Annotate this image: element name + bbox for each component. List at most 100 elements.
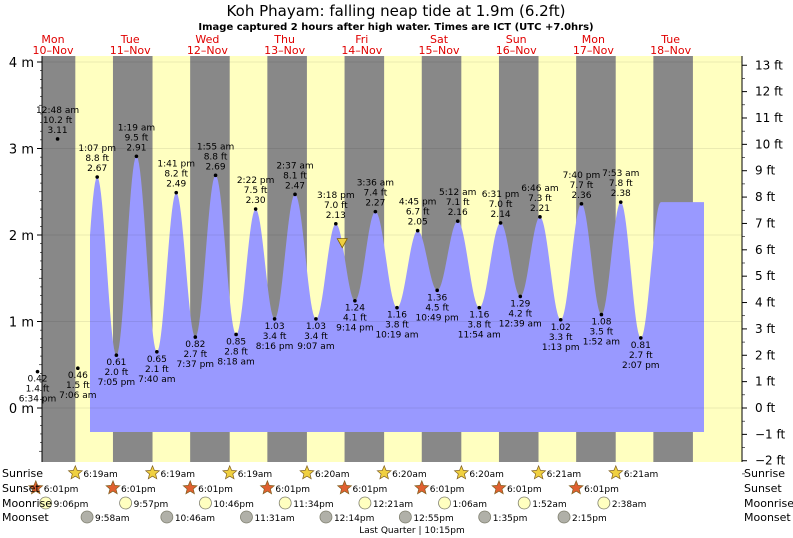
tide-point (579, 202, 584, 206)
tide-label: 2.38 (611, 189, 631, 199)
tide-point (477, 305, 482, 310)
tide-point (455, 219, 460, 223)
tide-label: 4.1 ft (343, 314, 367, 324)
tick-label-m: 1 m (9, 316, 34, 331)
sunrise-time: 6:21am (547, 470, 582, 480)
day-name: Tue (120, 33, 140, 46)
tide-label: 5:12 am (439, 188, 476, 198)
tide-label: 1.03 (306, 322, 326, 332)
chart-subtitle: Image captured 2 hours after high water.… (198, 22, 593, 33)
tide-label: 1.02 (551, 323, 571, 333)
moonset-icon (398, 510, 412, 524)
moonset-time: 12:14pm (334, 514, 374, 524)
day-name: Sun (506, 33, 527, 46)
tide-label: 6:31 pm (482, 190, 520, 200)
sunrise-time: 6:20am (315, 470, 350, 480)
tide-point (395, 305, 399, 310)
tide-label: 3.3 ft (549, 333, 573, 343)
tide-label: 10.2 ft (43, 116, 73, 126)
tide-label: 1:13 pm (542, 343, 580, 353)
tide-label: 7:40 pm (563, 171, 601, 181)
tide-point (114, 353, 119, 358)
day-date: 18–Nov (650, 44, 691, 57)
row-label-moonrise-left: Moonrise (2, 497, 52, 510)
tide-label: 0.85 (226, 337, 246, 347)
moonrise-time: 1:52am (532, 500, 567, 510)
sunset-icon (259, 479, 276, 495)
tide-label: 1:41 pm (157, 160, 195, 170)
moonrise-time: 9:57pm (134, 500, 169, 510)
tide-label: 9:07 am (297, 342, 334, 352)
tide-label: 2.16 (448, 208, 468, 218)
tick-label-ft: 13 ft (755, 58, 783, 72)
moonrise-icon (199, 496, 212, 510)
sunset-icon (28, 479, 44, 495)
day-date: 17–Nov (573, 44, 614, 57)
tide-label: 12:48 am (36, 106, 79, 116)
tick-label-ft: 2 ft (755, 348, 775, 362)
tide-label: 3.8 ft (385, 321, 409, 331)
tide-label: 2.21 (530, 204, 550, 214)
moonrise-icon (438, 496, 451, 510)
sunset-time: 6:01pm (44, 485, 79, 495)
tide-label: 10:49 pm (416, 313, 459, 323)
tide-point (314, 317, 318, 321)
tide-label: 1.36 (427, 293, 447, 303)
tide-point (55, 137, 60, 141)
tide-label: 7:53 am (602, 169, 639, 179)
tide-label: 0.65 (147, 355, 167, 365)
tide-label: 2.0 ft (105, 368, 129, 378)
tide-label: 4.5 ft (425, 303, 449, 313)
tide-label: 2.14 (491, 210, 511, 220)
sunset-icon (105, 479, 121, 495)
tide-point (373, 209, 378, 214)
tide-label: 7:40 am (138, 375, 175, 385)
current-tide-marker (336, 238, 348, 249)
sunrise-icon (530, 464, 547, 480)
tide-label: 1.5 ft (66, 381, 90, 391)
moonset-icon (80, 510, 94, 524)
sunset-icon (182, 479, 198, 495)
tick-label-m: 0 m (9, 402, 34, 417)
tide-label: 8.8 ft (85, 154, 109, 164)
moonrise-icon (597, 496, 611, 510)
day-date: 15–Nov (419, 44, 460, 57)
row-label-moonrise-right: Moonrise (744, 497, 793, 510)
tide-label: 3.5 ft (590, 328, 614, 338)
tide-point (134, 154, 139, 159)
tide-label: 2.67 (87, 164, 107, 174)
moonset-time: 1:35pm (493, 514, 528, 524)
moonrise-icon (278, 496, 292, 510)
tick-label-ft: 12 ft (755, 85, 783, 99)
moon-phase-note: Last Quarter | 10:15pm (359, 526, 465, 536)
tide-label: 11:54 am (458, 331, 501, 341)
tide-label: 6.7 ft (406, 208, 430, 218)
tide-label: 7.8 ft (609, 179, 633, 189)
row-label-sunrise-left: Sunrise (2, 467, 43, 480)
tide-label: 2.91 (126, 143, 146, 153)
moonset-time: 11:31am (254, 514, 294, 524)
sunrise-time: 6:21am (624, 470, 659, 480)
tide-label: 7.4 ft (364, 189, 388, 199)
day-name: Tue (660, 33, 680, 46)
tide-label: 1.16 (469, 311, 489, 321)
tide-point (518, 294, 523, 299)
tide-label: 9.5 ft (125, 133, 149, 143)
tide-label: 1.08 (591, 318, 611, 328)
tide-point (76, 366, 80, 371)
tide-point (435, 288, 439, 293)
tick-label-ft: 8 ft (755, 190, 775, 204)
tick-label-ft: 7 ft (755, 216, 775, 230)
tide-label: 2.13 (326, 211, 346, 221)
tide-label: 8.8 ft (204, 152, 228, 162)
tick-label-m: 2 m (9, 229, 34, 244)
tide-label: 7.0 ft (324, 201, 348, 211)
moonrise-icon (39, 496, 53, 510)
tide-label: 0.61 (106, 358, 126, 368)
day-name: Fri (355, 33, 368, 46)
tide-label: 0.46 (68, 371, 88, 381)
tide-label: 3.4 ft (263, 332, 287, 342)
tide-label: 2.49 (166, 180, 186, 190)
sunset-time: 6:01pm (584, 485, 619, 495)
